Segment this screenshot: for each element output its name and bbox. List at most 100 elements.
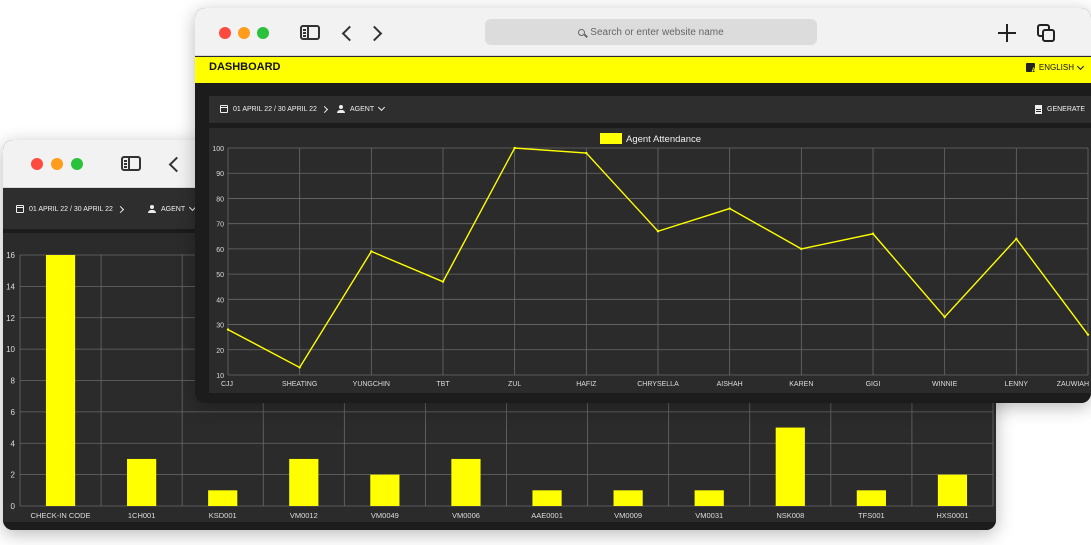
date-range-label: 01 APRIL 22 / 30 APRIL 22 — [233, 105, 317, 113]
date-range-picker[interactable]: 01 APRIL 22 / 30 APRIL 22 — [220, 105, 328, 113]
x-tick-label: SHEATING — [282, 381, 317, 388]
y-tick-label: 60 — [216, 247, 224, 254]
y-tick-label: 4 — [11, 439, 16, 448]
data-point — [513, 146, 516, 150]
y-tick-label: 30 — [216, 323, 224, 330]
bar — [856, 490, 886, 506]
agent-filter-dropdown[interactable]: AGENT — [337, 103, 386, 113]
x-tick-label: ZAUWIAH — [1057, 381, 1089, 388]
y-tick-label: 16 — [6, 251, 15, 260]
y-tick-label: 80 — [216, 196, 224, 203]
person-icon — [148, 205, 156, 213]
date-range-picker[interactable]: 01 APRIL 22 / 30 APRIL 22 — [16, 205, 124, 213]
x-tick-label: KAREN — [789, 381, 813, 388]
y-tick-label: 90 — [216, 171, 224, 178]
x-tick-label: NSK008 — [776, 511, 804, 520]
line-chart: 10 20 30 40 50 60 70 80 90 100 CJJ SHEATING YUNGCHIN… — [212, 133, 1090, 388]
bar — [613, 490, 643, 506]
agent-filter-dropdown[interactable]: AGENT — [148, 203, 197, 213]
data-point — [871, 232, 875, 235]
x-tick-label: HAFIZ — [576, 381, 597, 388]
zoom-window-button[interactable] — [71, 158, 83, 170]
calendar-icon — [16, 205, 24, 213]
tab-overview-icon[interactable] — [1037, 24, 1055, 42]
front-browser-window: Search or enter website name DASHBOARD E… — [195, 8, 1091, 403]
agent-filter-label: AGENT — [161, 205, 186, 213]
data-point — [298, 366, 301, 369]
language-label: ENGLISH — [1038, 63, 1074, 72]
y-tick-label: 40 — [216, 297, 224, 304]
new-tab-plus-icon[interactable] — [998, 24, 1016, 42]
data-point — [943, 315, 946, 319]
x-tick-label: VM0049 — [371, 511, 399, 520]
back-arrow-icon[interactable] — [341, 25, 358, 42]
data-point — [370, 250, 373, 253]
y-tick-label: 2 — [11, 471, 16, 480]
x-tick-label: HXS0001 — [936, 511, 968, 520]
data-point — [728, 207, 731, 210]
bar — [208, 490, 238, 506]
zoom-window-button[interactable] — [257, 27, 269, 39]
app-header: DASHBOARD ENGLISH — [195, 57, 1091, 83]
legend-label: Agent Attendance — [626, 134, 701, 145]
y-tick-label: 0 — [11, 502, 16, 511]
x-tick-label: VM0031 — [695, 511, 723, 520]
x-tick-label: LENNY — [1005, 381, 1029, 388]
y-tick-label: 50 — [216, 272, 224, 279]
x-tick-label: KSD001 — [209, 511, 237, 520]
data-point — [800, 247, 803, 251]
chevron-right-icon — [116, 205, 124, 213]
x-tick-label: 1CH001 — [128, 511, 156, 520]
date-range-label: 01 APRIL 22 / 30 APRIL 22 — [29, 205, 113, 213]
document-icon — [1035, 105, 1042, 114]
bar — [289, 458, 319, 506]
search-icon — [578, 28, 586, 36]
close-window-button[interactable] — [219, 27, 231, 39]
chevron-down-icon — [1076, 62, 1085, 70]
data-point — [226, 328, 230, 331]
agent-filter-label: AGENT — [350, 105, 375, 113]
bar — [937, 474, 968, 506]
bar-chart: 0 2 4 6 8 10 12 14 16 CHECK-IN CODE 1CH001 KSD001 VM… — [6, 251, 994, 520]
data-point — [1015, 237, 1018, 240]
legend-swatch — [600, 133, 622, 144]
x-tick-label: ZUL — [508, 381, 521, 388]
minimize-window-button[interactable] — [238, 27, 250, 39]
sidebar-toggle-icon[interactable] — [300, 25, 320, 40]
y-tick-label: 8 — [11, 377, 16, 386]
bar — [45, 255, 76, 506]
chevron-right-icon — [320, 105, 328, 113]
x-tick-label: CHECK-IN CODE — [31, 511, 91, 520]
forward-arrow-icon[interactable] — [366, 25, 383, 42]
x-tick-label: VM0006 — [452, 511, 480, 520]
chevron-down-icon — [378, 103, 386, 112]
data-point — [656, 230, 660, 233]
back-arrow-icon[interactable] — [168, 156, 185, 173]
x-tick-label: AAE0001 — [531, 511, 563, 520]
x-tick-label: GIGI — [866, 381, 881, 388]
x-tick-label: CJJ — [221, 381, 233, 388]
bar — [694, 490, 724, 506]
bar — [775, 427, 805, 506]
x-tick-label: VM0009 — [614, 511, 642, 520]
x-tick-label: AISHAH — [717, 381, 743, 388]
x-tick-label: CHRYSELLA — [637, 381, 679, 388]
x-tick-label: YUNGCHIN — [353, 381, 390, 388]
data-point — [441, 280, 445, 283]
sidebar-toggle-icon[interactable] — [121, 156, 141, 171]
generate-button[interactable]: GENERATE — [1035, 105, 1085, 114]
x-tick-label: WINNIE — [932, 381, 958, 388]
bar — [532, 490, 562, 506]
calendar-icon — [220, 105, 228, 113]
bar — [127, 458, 157, 506]
y-tick-label: 12 — [6, 314, 15, 323]
y-tick-label: 10 — [216, 373, 224, 380]
generate-label: GENERATE — [1047, 106, 1085, 113]
language-selector[interactable]: ENGLISH — [1025, 62, 1085, 74]
address-placeholder: Search or enter website name — [590, 26, 724, 38]
y-tick-label: 14 — [6, 282, 15, 291]
minimize-window-button[interactable] — [51, 158, 63, 170]
address-bar[interactable]: Search or enter website name — [485, 19, 817, 45]
close-window-button[interactable] — [31, 158, 43, 170]
y-tick-label: 100 — [212, 146, 224, 153]
